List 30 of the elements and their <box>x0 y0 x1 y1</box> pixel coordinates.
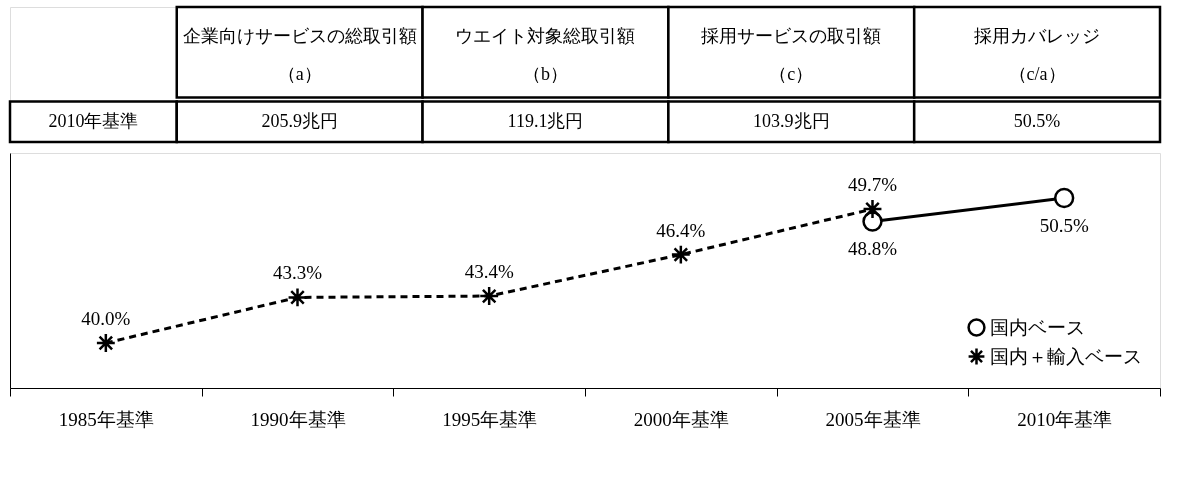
text: 205.9兆円 <box>261 110 338 131</box>
x-tick-label: 1985年基準 <box>58 408 154 430</box>
data-label: 43.4% <box>464 261 514 283</box>
point <box>287 287 308 308</box>
text: 103.9兆円 <box>753 110 830 131</box>
x-tick-label: 1995年基準 <box>442 408 538 430</box>
point <box>862 198 883 220</box>
x-tick-label: 2005年基準 <box>825 408 921 430</box>
text: 50.5% <box>1013 110 1061 131</box>
point <box>1053 187 1075 209</box>
data-label: 43.3% <box>272 262 323 284</box>
point <box>95 332 117 354</box>
point <box>478 285 500 307</box>
x-tick-label: 2000年基準 <box>633 408 729 430</box>
data-label: 50.5% <box>1039 215 1089 236</box>
x-tick-label: 1990年基準 <box>250 408 346 430</box>
text: 119.1兆円 <box>507 110 584 131</box>
x-tick-label: 2010年基準 <box>1017 408 1113 430</box>
data-label: 48.8% <box>847 238 898 260</box>
data-label: 49.7% <box>847 174 898 196</box>
legend-label: 国内＋輸入ベース <box>990 345 1142 367</box>
text: 2010年基準 <box>48 110 139 131</box>
legend-label: 国内ベース <box>990 316 1085 338</box>
text: ウエイト対象総取引額（b） <box>455 25 636 84</box>
text: 企業向けサービスの総取引額（a） <box>182 25 417 84</box>
text: 採用サービスの取引額（c） <box>701 25 882 84</box>
data-label: 40.0% <box>81 308 131 329</box>
data-label: 46.4% <box>656 219 706 241</box>
point <box>670 244 692 265</box>
text: 採用カバレッジ（c/a） <box>974 25 1101 84</box>
